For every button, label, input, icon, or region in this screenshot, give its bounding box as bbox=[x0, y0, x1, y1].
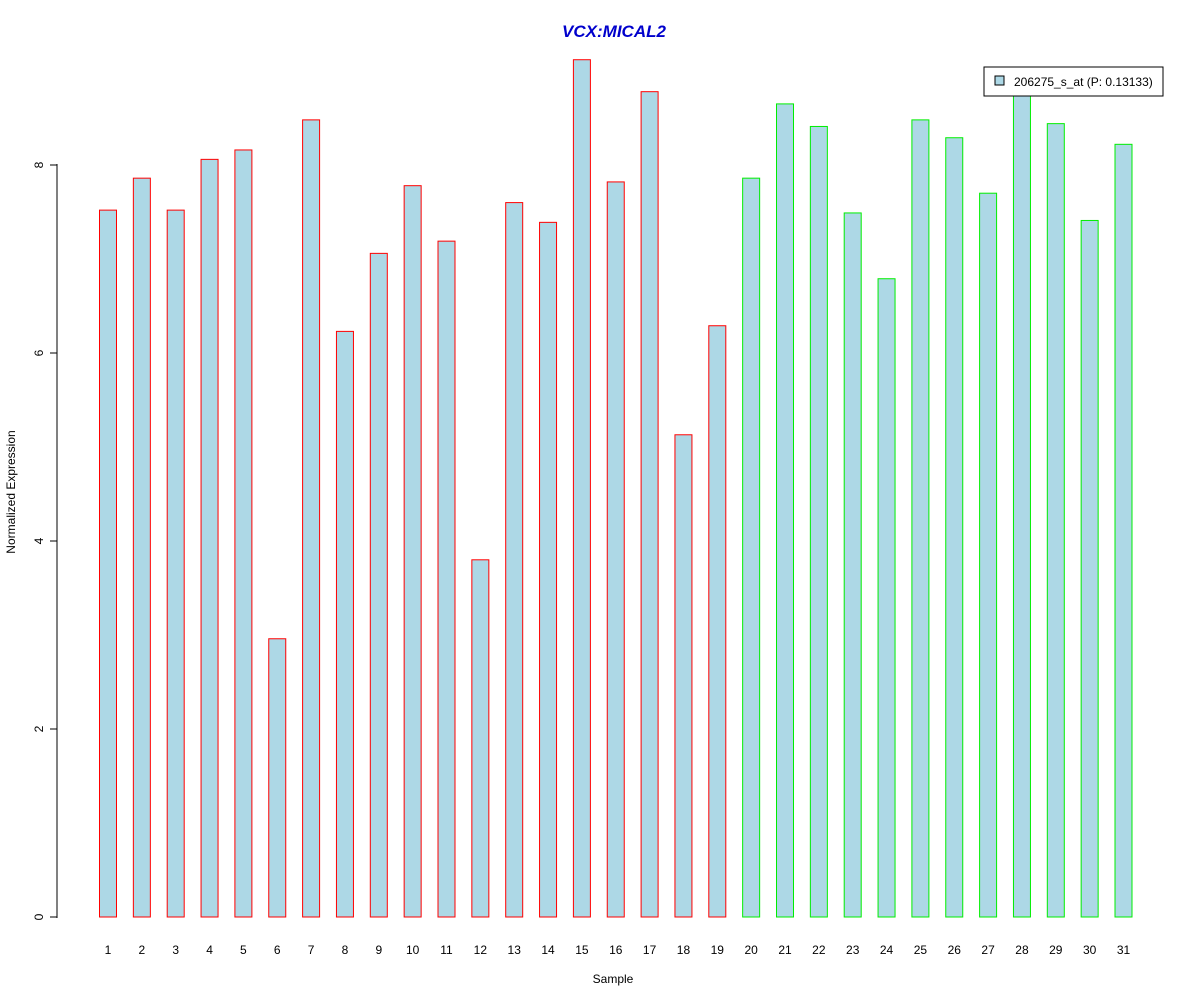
bar-sample-31 bbox=[1114, 143, 1133, 918]
bar-sample-26 bbox=[945, 137, 964, 918]
x-tick-label: 9 bbox=[375, 943, 382, 957]
bar-sample-24 bbox=[877, 278, 896, 918]
legend-label: 206275_s_at (P: 0.13133) bbox=[1014, 75, 1153, 89]
bar-sample-14 bbox=[539, 221, 558, 918]
bar-sample-30 bbox=[1080, 219, 1099, 918]
y-axis-label: Normalized Expression bbox=[4, 430, 18, 553]
bar-sample-27 bbox=[979, 192, 998, 918]
bar-sample-13 bbox=[505, 202, 524, 918]
x-tick-label: 1 bbox=[105, 943, 112, 957]
x-tick-label: 5 bbox=[240, 943, 247, 957]
x-tick-label: 15 bbox=[575, 943, 589, 957]
bar-sample-25 bbox=[911, 119, 930, 918]
x-tick-label: 14 bbox=[541, 943, 555, 957]
bar-sample-2 bbox=[132, 177, 151, 918]
bar-sample-16 bbox=[606, 181, 625, 918]
bar-sample-22 bbox=[809, 125, 828, 918]
y-tick-label: 2 bbox=[32, 725, 46, 732]
x-tick-label: 24 bbox=[880, 943, 894, 957]
bar-sample-6 bbox=[268, 638, 287, 918]
x-tick-label: 30 bbox=[1083, 943, 1097, 957]
x-tick-label: 18 bbox=[677, 943, 691, 957]
bar-sample-19 bbox=[708, 325, 727, 918]
bar-sample-29 bbox=[1046, 123, 1065, 918]
y-tick-label: 0 bbox=[32, 913, 46, 920]
x-tick-label: 29 bbox=[1049, 943, 1063, 957]
x-tick-label: 21 bbox=[778, 943, 792, 957]
bar-sample-3 bbox=[166, 209, 185, 918]
y-tick-label: 8 bbox=[32, 161, 46, 168]
bar-sample-9 bbox=[369, 252, 388, 918]
chart-title: VCX:MICAL2 bbox=[562, 22, 666, 41]
y-axis-ticks: 0 2 4 6 8 bbox=[32, 161, 57, 920]
x-axis-label: Sample bbox=[593, 972, 634, 986]
x-tick-label: 3 bbox=[172, 943, 179, 957]
x-tick-label: 11 bbox=[440, 943, 453, 957]
bar-sample-18 bbox=[674, 434, 693, 918]
x-tick-label: 8 bbox=[342, 943, 349, 957]
x-tick-label: 23 bbox=[846, 943, 860, 957]
legend-swatch bbox=[994, 75, 1005, 86]
bar-sample-28 bbox=[1012, 94, 1031, 918]
bar-sample-11 bbox=[437, 240, 456, 918]
bar-sample-4 bbox=[200, 158, 219, 918]
bar-sample-10 bbox=[403, 185, 422, 918]
bar-sample-23 bbox=[843, 212, 862, 918]
x-tick-label: 19 bbox=[711, 943, 725, 957]
bar-sample-5 bbox=[234, 149, 253, 918]
bar-sample-1 bbox=[99, 209, 117, 918]
bar-sample-21 bbox=[776, 103, 794, 918]
x-tick-label: 12 bbox=[474, 943, 488, 957]
x-tick-label: 28 bbox=[1015, 943, 1029, 957]
x-tick-label: 2 bbox=[139, 943, 146, 957]
x-tick-label: 7 bbox=[308, 943, 315, 957]
x-tick-label: 13 bbox=[508, 943, 522, 957]
bars-group bbox=[99, 59, 1133, 918]
x-tick-label: 22 bbox=[812, 943, 826, 957]
bar-sample-17 bbox=[640, 91, 659, 918]
bar-sample-12 bbox=[471, 559, 490, 918]
legend: 206275_s_at (P: 0.13133) bbox=[983, 66, 1164, 97]
x-tick-label: 17 bbox=[643, 943, 657, 957]
x-tick-label: 10 bbox=[406, 943, 420, 957]
y-tick-label: 4 bbox=[32, 537, 46, 544]
x-axis-tick-labels: 1 2 3 4 5 6 7 8 9 10 11 12 13 14 15 16 17 18 19 20 21 22 23 24 2… bbox=[105, 943, 1131, 957]
legend-box bbox=[983, 66, 1164, 97]
bar-sample-8 bbox=[335, 330, 354, 918]
x-tick-label: 27 bbox=[981, 943, 995, 957]
x-tick-label: 26 bbox=[948, 943, 962, 957]
x-tick-label: 20 bbox=[744, 943, 758, 957]
x-tick-label: 25 bbox=[914, 943, 928, 957]
x-tick-label: 6 bbox=[274, 943, 281, 957]
x-tick-label: 4 bbox=[206, 943, 213, 957]
bar-sample-15 bbox=[572, 59, 591, 918]
bar-sample-20 bbox=[742, 177, 761, 918]
x-tick-label: 31 bbox=[1117, 943, 1131, 957]
x-tick-label: 16 bbox=[609, 943, 623, 957]
bar-sample-7 bbox=[302, 119, 321, 918]
y-tick-label: 6 bbox=[32, 349, 46, 356]
